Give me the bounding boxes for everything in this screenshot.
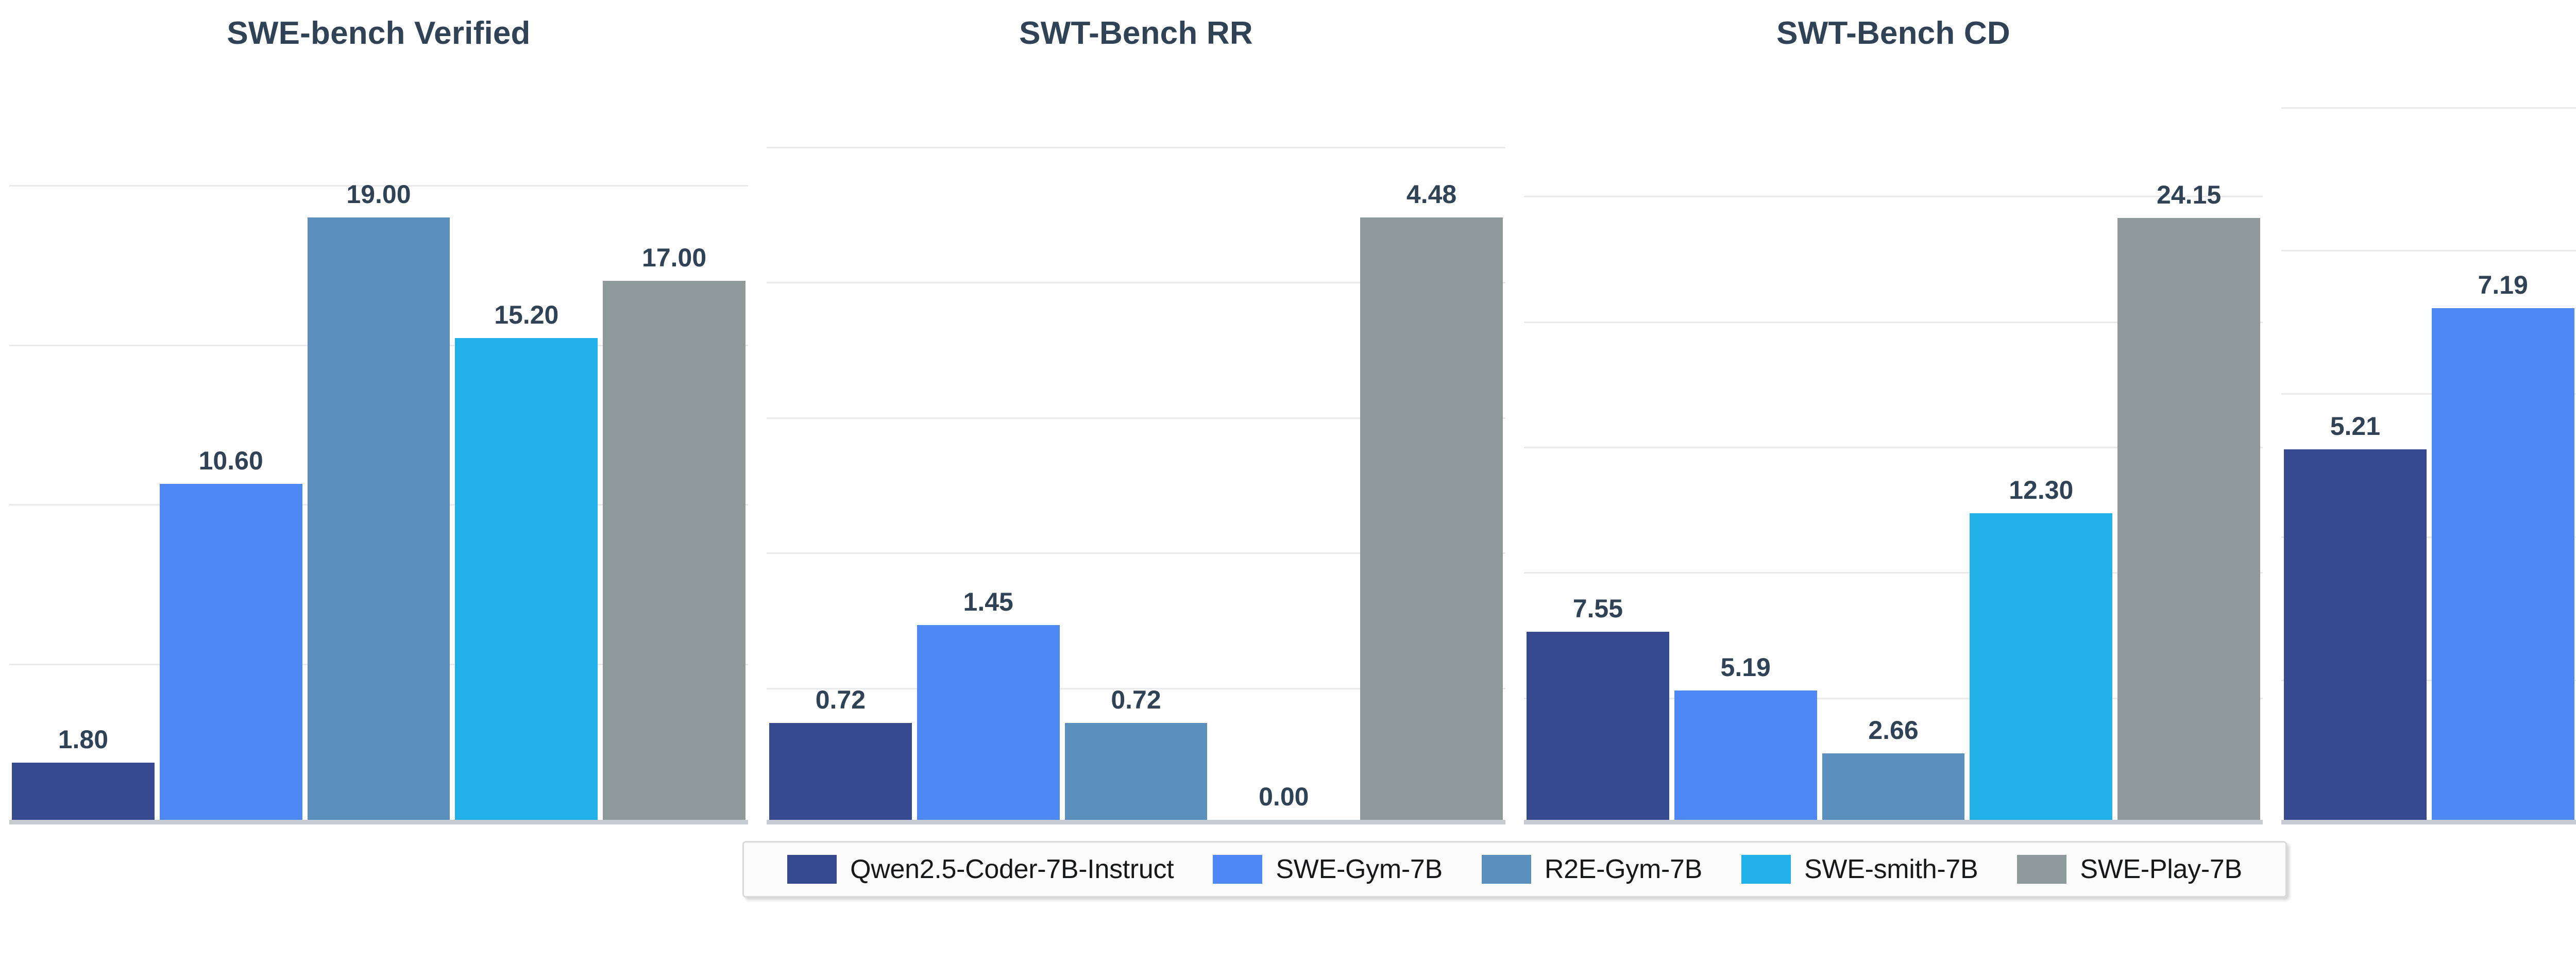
bar-value-label: 2.66 — [1868, 716, 1919, 745]
bar-rect[interactable] — [2117, 217, 2260, 820]
bar-slot-4[interactable]: 17.00 — [600, 67, 748, 820]
legend-swatch-icon — [1741, 855, 1791, 884]
plot-area: 5.217.197.287.508.46 — [2281, 67, 2576, 824]
panel-title: SWE-bench Verified — [227, 15, 531, 51]
legend-item-label: SWE-smith-7B — [1804, 854, 1978, 884]
x-axis-baseline — [2281, 820, 2576, 824]
bar-rect[interactable] — [159, 483, 302, 820]
bar-value-label: 7.19 — [2478, 271, 2528, 300]
legend-container: Qwen2.5-Coder-7B-Instruct SWE-Gym-7B R2E-G… — [0, 841, 2576, 944]
legend-swatch-icon — [787, 855, 837, 884]
chart-panel-1: SWT-Bench RR 0.72 1.45 0.72 0.00 4.48 — [757, 0, 1515, 824]
bar-rect[interactable] — [1064, 723, 1208, 820]
x-axis-baseline — [767, 820, 1505, 824]
bar-value-label: 17.00 — [642, 243, 707, 273]
chart-panel-3: Commit-05.217.197.287.508.46 — [2272, 0, 2576, 824]
legend-swatch-icon — [1481, 855, 1531, 884]
x-axis-baseline — [9, 820, 748, 824]
bar-slot-1[interactable]: 1.45 — [914, 67, 1062, 820]
chart-panel-0: SWE-bench Verified 1.80 10.60 19.00 15.20 17.… — [0, 0, 757, 824]
bar-value-label: 12.30 — [2009, 475, 2074, 504]
chart-legend: Qwen2.5-Coder-7B-Instruct SWE-Gym-7B R2E-G… — [742, 841, 2287, 898]
bar-slot-1[interactable]: 10.60 — [157, 67, 305, 820]
bar-slot-0[interactable]: 5.21 — [2281, 67, 2429, 820]
bar-value-label: 4.48 — [1406, 180, 1457, 209]
bar-value-label: 0.72 — [815, 685, 866, 715]
bar-rect[interactable] — [1360, 217, 1503, 820]
legend-item-0[interactable]: Qwen2.5-Coder-7B-Instruct — [787, 854, 1174, 885]
bar-slot-4[interactable]: 4.48 — [1358, 67, 1505, 820]
bar-slot-3[interactable]: 15.20 — [452, 67, 600, 820]
bar-value-label: 1.45 — [963, 587, 1013, 616]
bar-group: 1.80 10.60 19.00 15.20 17.00 — [9, 67, 748, 820]
bar-value-label: 15.20 — [494, 300, 559, 329]
bar-slot-1[interactable]: 7.19 — [2429, 67, 2576, 820]
bar-rect[interactable] — [603, 281, 745, 820]
bar-rect[interactable] — [1970, 513, 2113, 820]
legend-swatch-icon — [1213, 855, 1263, 884]
bar-slot-3[interactable]: 0.00 — [1210, 67, 1358, 820]
bar-group: 0.72 1.45 0.72 0.00 4.48 — [767, 67, 1505, 820]
legend-item-4[interactable]: SWE-Play-7B — [2017, 854, 2242, 885]
bar-rect[interactable] — [12, 763, 155, 820]
bar-rect[interactable] — [1674, 690, 1817, 820]
bar-slot-1[interactable]: 5.19 — [1672, 67, 1820, 820]
plot-area: 0.72 1.45 0.72 0.00 4.48 — [767, 67, 1505, 824]
bar-value-label: 7.55 — [1572, 594, 1623, 623]
bar-rect[interactable] — [2431, 308, 2574, 820]
plot-area: 1.80 10.60 19.00 15.20 17.00 — [9, 67, 748, 824]
bar-value-label: 5.19 — [1720, 652, 1771, 682]
bar-slot-2[interactable]: 2.66 — [1820, 67, 1968, 820]
bar-slot-3[interactable]: 12.30 — [1967, 67, 2115, 820]
legend-item-2[interactable]: R2E-Gym-7B — [1481, 854, 1703, 885]
bar-value-label: 1.80 — [58, 725, 109, 754]
bar-rect[interactable] — [2284, 449, 2427, 820]
x-axis-baseline — [1524, 820, 2263, 824]
bar-slot-4[interactable]: 24.15 — [2115, 67, 2263, 820]
bar-rect[interactable] — [307, 217, 450, 820]
bar-slot-2[interactable]: 19.00 — [305, 67, 453, 820]
panel-title: Commit-0 — [2272, 0, 2576, 67]
legend-item-label: SWE-Gym-7B — [1276, 854, 1443, 884]
bar-slot-0[interactable]: 1.80 — [9, 67, 157, 820]
bar-group: 5.217.197.287.508.46 — [2281, 67, 2576, 820]
legend-item-label: SWE-Play-7B — [2080, 854, 2242, 884]
bar-slot-0[interactable]: 7.55 — [1524, 67, 1672, 820]
bar-value-label: 24.15 — [2157, 180, 2222, 209]
legend-item-1[interactable]: SWE-Gym-7B — [1213, 854, 1443, 885]
bar-rect[interactable] — [1822, 753, 1965, 820]
plot-area: 7.55 5.19 2.66 12.30 24.15 — [1524, 67, 2263, 824]
panel-title: SWT-Bench CD — [1776, 15, 2010, 51]
bar-rect[interactable] — [917, 625, 1060, 820]
bar-slot-0[interactable]: 0.72 — [767, 67, 914, 820]
legend-swatch-icon — [2017, 855, 2067, 884]
bar-slot-2[interactable]: 0.72 — [1062, 67, 1210, 820]
bar-group: 7.55 5.19 2.66 12.30 24.15 — [1524, 67, 2263, 820]
bar-rect[interactable] — [1527, 631, 1669, 820]
legend-item-3[interactable]: SWE-smith-7B — [1741, 854, 1978, 885]
legend-item-label: Qwen2.5-Coder-7B-Instruct — [850, 854, 1174, 884]
bar-rect[interactable] — [769, 723, 912, 820]
bar-value-label: 10.60 — [198, 446, 263, 475]
bar-value-label: 19.00 — [346, 180, 411, 209]
bar-value-label: 0.00 — [1259, 782, 1309, 811]
bar-rect[interactable] — [455, 338, 598, 820]
panel-title: SWT-Bench RR — [1019, 15, 1253, 51]
chart-panel-2: SWT-Bench CD 7.55 5.19 2.66 12.30 24.15 — [1515, 0, 2272, 824]
panel-row: SWE-bench Verified 1.80 10.60 19.00 15.20 17.… — [0, 0, 2576, 824]
bar-value-label: 5.21 — [2330, 411, 2381, 441]
legend-item-label: R2E-Gym-7B — [1544, 854, 1703, 884]
bar-value-label: 0.72 — [1111, 685, 1161, 715]
